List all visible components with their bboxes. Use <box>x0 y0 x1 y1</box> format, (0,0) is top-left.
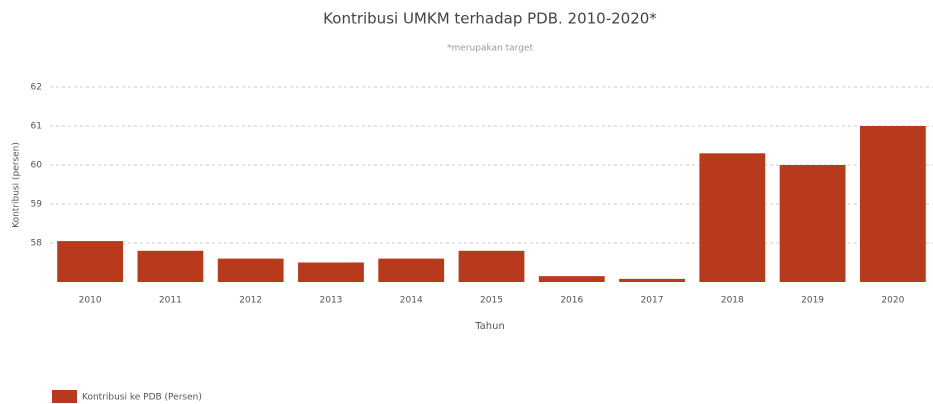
legend-label: Kontribusi ke PDB (Persen) <box>82 393 202 403</box>
bar <box>57 241 123 282</box>
x-tick-label: 2018 <box>721 296 744 306</box>
chart-subtitle: *merupakan target <box>447 44 533 54</box>
bar <box>539 276 605 282</box>
y-tick-label: 59 <box>31 200 43 210</box>
bar <box>619 279 685 282</box>
x-tick-label: 2011 <box>159 296 182 306</box>
y-tick-label: 61 <box>31 122 42 132</box>
chart-title: Kontribusi UMKM terhadap PDB. 2010-2020* <box>323 10 657 28</box>
x-tick-label: 2010 <box>79 296 102 306</box>
x-tick-label: 2014 <box>400 296 423 306</box>
chart: Kontribusi UMKM terhadap PDB. 2010-2020*… <box>0 0 933 404</box>
bar <box>780 165 846 282</box>
y-axis-label: Kontribusi (persen) <box>12 142 22 228</box>
x-tick-label: 2012 <box>239 296 262 306</box>
bar <box>137 251 203 282</box>
x-tick-label: 2013 <box>320 296 343 306</box>
x-tick-label: 2019 <box>801 296 824 306</box>
x-tick-label: 2020 <box>881 296 904 306</box>
bar <box>298 263 364 283</box>
bar <box>699 153 765 282</box>
y-tick-label: 58 <box>31 239 43 249</box>
x-tick-label: 2015 <box>480 296 503 306</box>
bar <box>459 251 525 282</box>
y-tick-label: 62 <box>31 83 42 93</box>
y-tick-label: 60 <box>31 161 43 171</box>
x-tick-label: 2017 <box>641 296 664 306</box>
legend-swatch <box>52 390 77 403</box>
x-axis-label: Tahun <box>474 321 505 332</box>
bar <box>218 259 284 282</box>
bar <box>378 259 444 282</box>
x-tick-label: 2016 <box>560 296 583 306</box>
bar <box>860 126 926 282</box>
